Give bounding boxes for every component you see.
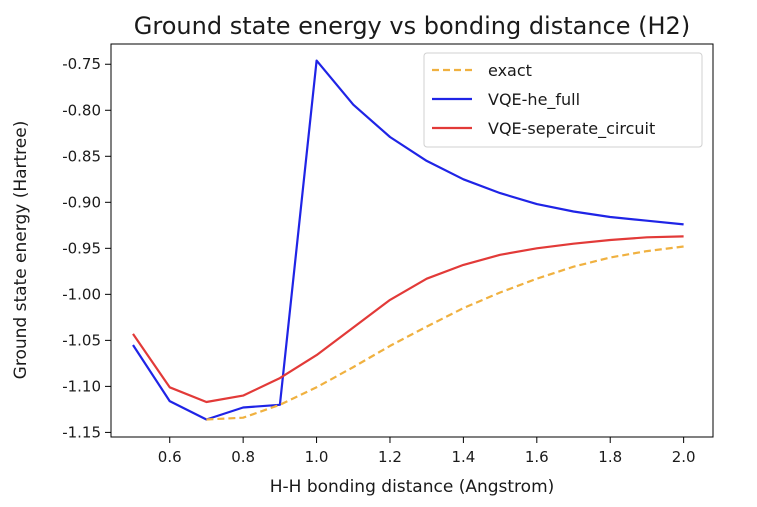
legend-box [423,52,703,148]
y-tick-label: -1.10 [62,377,101,395]
legend-label: VQE-he_full [488,90,580,110]
y-tick-label: -1.00 [62,285,101,303]
x-tick-label: 1.2 [378,448,402,466]
legend-label: exact [488,61,532,80]
y-tick-label: -0.75 [62,55,101,73]
y-tick-label: -0.85 [62,147,101,165]
series-line-vqe-he-full [132,59,684,421]
x-tick-label: 1.8 [598,448,622,466]
x-tick-label: 1.4 [451,448,475,466]
series-line-vqe-seperate-circuit [132,235,684,404]
x-tick-label: 1.6 [525,448,549,466]
x-tick-label: 2.0 [672,448,696,466]
plot-area [132,59,684,421]
y-tick-label: -1.05 [62,331,101,349]
x-axis-label: H-H bonding distance (Angstrom) [270,477,555,497]
y-tick-label: -1.15 [62,423,101,441]
y-axis-label: Ground state energy (Hartree) [11,121,31,380]
y-tick-label: -0.95 [62,239,101,257]
x-tick-label: 1.0 [305,448,329,466]
plot-frame [110,43,714,438]
y-tick-label: -0.90 [62,193,101,211]
series-line-exact [206,245,684,421]
x-tick-label: 0.8 [231,448,255,466]
x-tick-label: 0.6 [158,448,182,466]
y-tick-label: -0.80 [62,101,101,119]
legend-label: VQE-seperate_circuit [488,119,655,139]
legend: exact VQE-he_full VQE-seperate_circuit [423,52,703,148]
chart-title: Ground state energy vs bonding distance … [134,12,690,40]
axis-ticks: 0.6 0.8 1.0 1.2 1.4 1.6 1.8 2.0 -0.75 -0.80 -0.85 -… [62,55,695,466]
